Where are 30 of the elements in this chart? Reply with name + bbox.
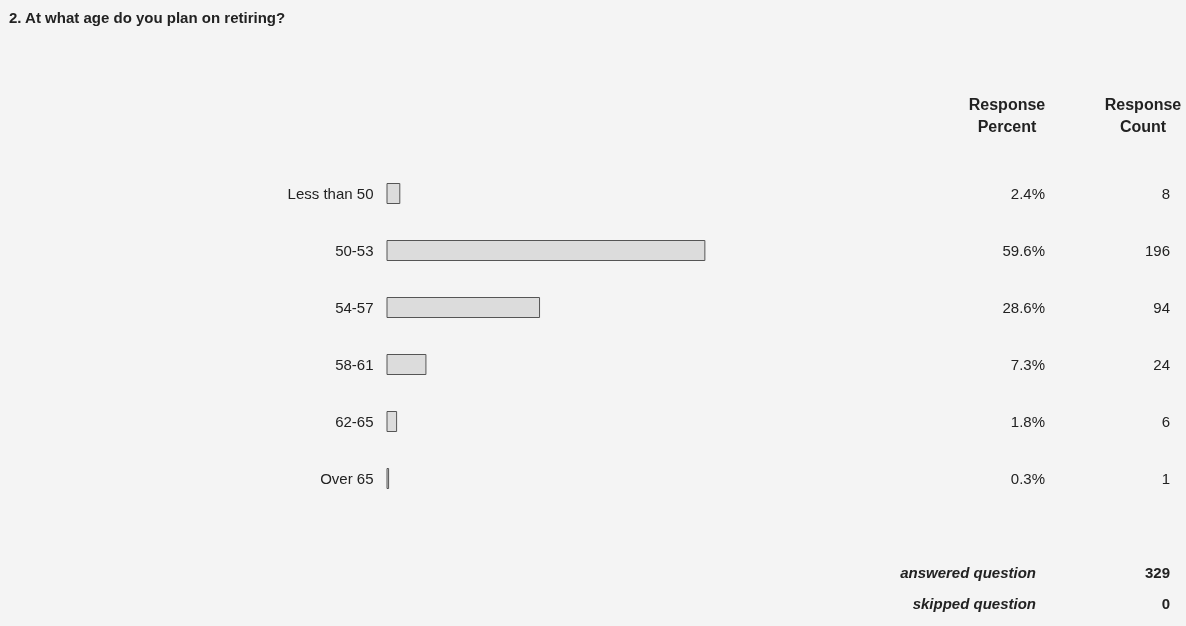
text: skipped question: [912, 595, 1036, 612]
y-tick-label: 54-57: [335, 298, 374, 316]
y-tick-label: 58-61: [335, 355, 374, 373]
text: 94: [1153, 298, 1170, 316]
data-label: 1.8%: [1010, 412, 1045, 430]
data-label: 28.6%: [1002, 298, 1045, 316]
text: answered question: [900, 564, 1036, 581]
data-label: 59.6%: [1002, 241, 1045, 259]
text: 196: [1144, 241, 1170, 259]
text: 24: [1153, 355, 1170, 373]
bar: [386, 183, 401, 204]
text: Response Percent: [968, 96, 1046, 135]
text: 2. At what age do you plan on retiring?: [9, 9, 286, 26]
data-label: 7.3%: [1010, 355, 1045, 373]
y-tick-label: Less than 50: [287, 184, 374, 202]
text: 8: [1161, 184, 1170, 202]
bar: [386, 297, 541, 318]
text: 1: [1161, 469, 1170, 487]
data-label: 0.3%: [1010, 469, 1045, 487]
y-tick-label: 62-65: [335, 412, 374, 430]
text: Response Count: [1104, 96, 1182, 135]
text: 6: [1161, 412, 1170, 430]
y-tick-label: 50-53: [335, 241, 374, 259]
text: 329: [1144, 564, 1170, 581]
bar: [386, 411, 398, 432]
y-tick-label: Over 65: [320, 469, 374, 487]
bar: [386, 240, 706, 261]
bar: [386, 354, 427, 375]
data-label: 2.4%: [1010, 184, 1045, 202]
text: 0: [1161, 595, 1170, 612]
